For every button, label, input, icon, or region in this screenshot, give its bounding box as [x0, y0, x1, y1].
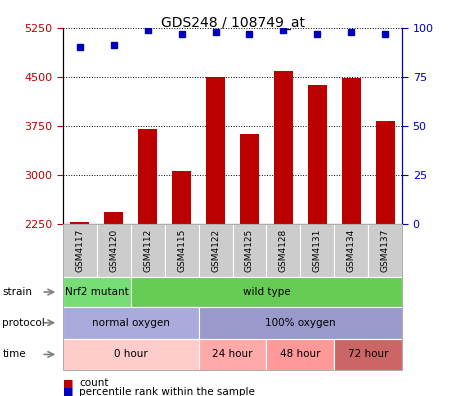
- Text: GSM4115: GSM4115: [177, 229, 186, 272]
- Text: percentile rank within the sample: percentile rank within the sample: [79, 387, 255, 396]
- Text: GSM4122: GSM4122: [211, 229, 220, 272]
- Text: 100% oxygen: 100% oxygen: [265, 318, 336, 328]
- Bar: [138, 129, 157, 224]
- Text: GSM4137: GSM4137: [381, 229, 390, 272]
- Bar: [308, 85, 327, 224]
- Text: normal oxygen: normal oxygen: [92, 318, 170, 328]
- Text: time: time: [2, 349, 26, 360]
- Text: GSM4134: GSM4134: [347, 229, 356, 272]
- Text: Nrf2 mutant: Nrf2 mutant: [65, 287, 129, 297]
- Bar: [240, 133, 259, 224]
- Text: ■: ■: [63, 387, 73, 396]
- Text: GSM4120: GSM4120: [109, 229, 118, 272]
- Text: GSM4112: GSM4112: [143, 229, 152, 272]
- Text: GSM4125: GSM4125: [245, 229, 254, 272]
- Text: protocol: protocol: [2, 318, 45, 328]
- Text: GSM4128: GSM4128: [279, 229, 288, 272]
- Bar: [206, 77, 225, 224]
- Bar: [172, 171, 191, 224]
- Bar: [342, 78, 361, 224]
- Text: wild type: wild type: [243, 287, 290, 297]
- Text: GSM4117: GSM4117: [75, 229, 84, 272]
- Bar: [376, 121, 395, 224]
- Text: 0 hour: 0 hour: [114, 349, 147, 360]
- Bar: [104, 212, 123, 224]
- Text: GDS248 / 108749_at: GDS248 / 108749_at: [160, 16, 305, 30]
- Text: 48 hour: 48 hour: [280, 349, 321, 360]
- Text: 72 hour: 72 hour: [348, 349, 389, 360]
- Bar: [274, 72, 293, 224]
- Text: GSM4131: GSM4131: [313, 229, 322, 272]
- Text: 24 hour: 24 hour: [212, 349, 253, 360]
- Bar: [70, 223, 89, 224]
- Text: ■: ■: [63, 378, 73, 388]
- Text: count: count: [79, 378, 108, 388]
- Text: strain: strain: [2, 287, 33, 297]
